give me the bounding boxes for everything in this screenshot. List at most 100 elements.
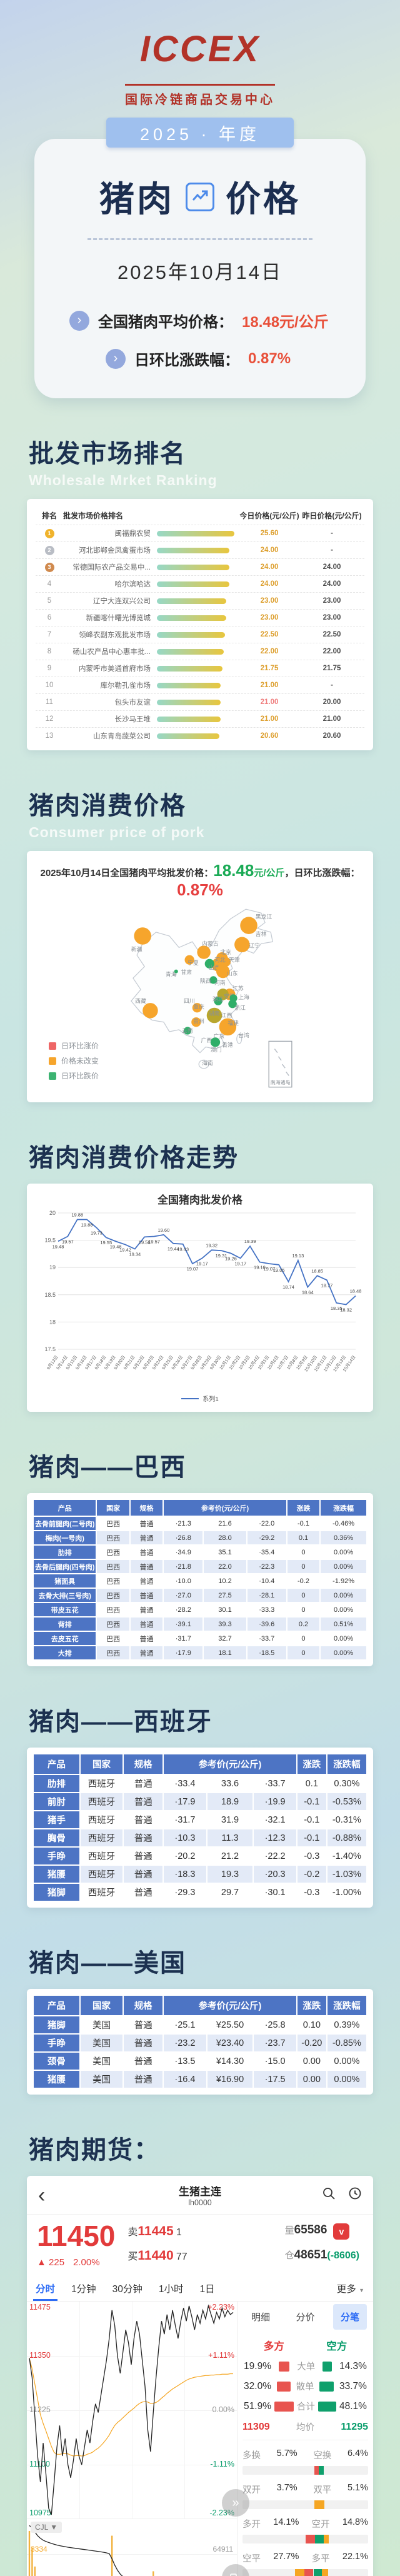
- value-cell: 0.00%: [326, 2070, 367, 2088]
- svg-text:18.64: 18.64: [302, 1290, 314, 1296]
- value-cell: -0.53%: [326, 1793, 367, 1811]
- value-cell: 巴西: [96, 1516, 130, 1531]
- search-icon[interactable]: [322, 2186, 336, 2203]
- today-price-cell: 21.00: [260, 698, 279, 706]
- table-row: 3 常德国际农产品交易中... 24.00 24.00: [36, 558, 364, 575]
- product-cell: 手睁: [33, 1847, 80, 1865]
- column-header: 国家: [96, 1499, 130, 1516]
- value-cell: 普通: [123, 2016, 164, 2034]
- today-price-cell: 21.00: [260, 682, 279, 689]
- rank-medal-icon: 2: [44, 545, 54, 555]
- cjl-dropdown[interactable]: CJL ▼: [31, 2522, 62, 2533]
- value-cell: ·15.0: [253, 2052, 297, 2070]
- value-cell: -0.88%: [326, 1829, 367, 1847]
- svg-text:19.48: 19.48: [110, 1244, 122, 1249]
- legend-swatch: [49, 1042, 56, 1050]
- svg-text:19.73: 19.73: [91, 1230, 102, 1236]
- value-cell: 0.10: [296, 2016, 327, 2034]
- column-header: 产品: [33, 1499, 97, 1516]
- expand-button[interactable]: »: [222, 2489, 249, 2517]
- value-cell: 普通: [129, 1646, 164, 1660]
- long-short-header: 多方 空方: [242, 2338, 368, 2353]
- svg-text:19.17: 19.17: [234, 1260, 246, 1266]
- clock-icon[interactable]: [348, 2186, 362, 2203]
- province-label: 陕西: [200, 977, 211, 984]
- price-bar: [157, 547, 230, 553]
- panel-tab-明细[interactable]: 明细: [251, 2312, 271, 2323]
- province-label: 吉林: [256, 930, 267, 937]
- province-label: 江苏: [232, 985, 244, 992]
- oi-change: (-8606): [327, 2250, 359, 2261]
- stat-bar-segment: [314, 2535, 324, 2544]
- value-cell: 巴西: [96, 1531, 130, 1545]
- value-cell: 西班牙: [79, 1829, 124, 1847]
- province-label: 内蒙古: [202, 940, 219, 947]
- value-cell: 0.30%: [326, 1774, 367, 1793]
- order-size-row: 51.9% 合计 48.1%: [242, 2400, 368, 2413]
- province-label: 广西: [201, 1037, 212, 1044]
- price-bar: [157, 665, 223, 672]
- value-cell: -0.1: [296, 1811, 327, 1829]
- short-bar: [318, 2401, 337, 2412]
- stat-bar-segment: [313, 2569, 322, 2576]
- value-cell: ·18.3: [163, 1865, 207, 1883]
- panel-tab-分价[interactable]: 分价: [296, 2312, 315, 2323]
- svg-text:19.88: 19.88: [71, 1212, 83, 1217]
- spain-price-table: 产品 国家 规格 参考价(元/公斤) 涨跌 涨跌幅 肋排 西班牙 普通 ·33.4 33.6·33.…: [33, 1754, 367, 1901]
- province-label: 新疆: [131, 946, 142, 953]
- table-row: 13 山东青岛蔬菜公司 20.60 20.60: [36, 727, 364, 744]
- product-cell: 梅肉(一号肉): [33, 1531, 97, 1545]
- value-cell: 美国: [79, 2034, 124, 2052]
- product-cell: 猪腰: [33, 1865, 80, 1883]
- stat-label: 多换: [242, 2451, 261, 2462]
- value-cell: ·21.3: [163, 1516, 204, 1531]
- open-interest-row: 仓48651(-8606): [284, 2248, 359, 2262]
- province-dot-重庆: [192, 1003, 202, 1013]
- price-bar-cell: [157, 646, 239, 658]
- china-map: 日环比涨价 价格未改变 日环比跌价 南海诸岛 新疆 西藏 青海 甘肃 宁夏 内蒙古 黑龙江 吉林 辽宁…: [38, 903, 362, 1095]
- value-cell: ·10.0: [163, 1574, 204, 1588]
- tab-分时[interactable]: 分时: [32, 2275, 58, 2302]
- more-dropdown[interactable]: 更多 ▼: [336, 2283, 364, 2295]
- rank-cell: 2: [36, 543, 63, 558]
- stat-label: 空开: [311, 2520, 330, 2530]
- value-cell: 0.2: [286, 1617, 321, 1631]
- table-row: 9 内蒙呼市美通首府市场 21.75 21.75: [36, 660, 364, 677]
- tab-1分钟[interactable]: 1分钟: [71, 2283, 96, 2295]
- value-cell: 普通: [129, 1516, 164, 1531]
- red-packet-icon[interactable]: v: [333, 2223, 350, 2240]
- value-cell: -0.20: [296, 2034, 327, 2052]
- value-cell: 0: [286, 1646, 321, 1660]
- price-bar-cell: [157, 595, 239, 607]
- product-cell: 猪脚: [33, 2016, 80, 2034]
- trend-line-chart: 17.5 18 18.5 19 19.5 20 19.48 19.57 19.88 19.88 19…: [37, 1207, 363, 1392]
- dod-value: 0.87%: [248, 350, 291, 367]
- futures-app-card: ‹ 生猪主连 lh0000 11450 ▲ 225 2.00% 卖11445 1…: [27, 2176, 373, 2576]
- province-label: 宁夏: [188, 959, 199, 966]
- landscape-button[interactable]: [222, 2564, 249, 2576]
- value-cell: 巴西: [96, 1545, 130, 1559]
- value-cell: ·28.2: [163, 1602, 204, 1617]
- svg-text:19.42: 19.42: [119, 1247, 131, 1253]
- tab-1日[interactable]: 1日: [199, 2283, 215, 2295]
- tab-30分钟[interactable]: 30分钟: [112, 2283, 142, 2295]
- long-avg: 11309: [242, 2421, 270, 2432]
- contract-titlebox: 生猪主连 lh0000: [27, 2183, 373, 2207]
- table-row: 7 领峰农副东观批发市场 22.50 22.50: [36, 626, 364, 643]
- svg-text:19.60: 19.60: [158, 1227, 170, 1233]
- tab-1小时[interactable]: 1小时: [158, 2283, 184, 2295]
- stat-label: 双平: [313, 2485, 332, 2496]
- today-price-cell: 24.00: [260, 580, 279, 588]
- value-cell: 0.51%: [320, 1617, 367, 1631]
- value-cell: ·33.3: [246, 1602, 287, 1617]
- value-cell: 巴西: [96, 1646, 130, 1660]
- panel-tab-分笔[interactable]: 分笔: [332, 2303, 367, 2330]
- value-cell: ¥25.50: [206, 2016, 254, 2034]
- short-bar: [322, 2361, 332, 2372]
- value-cell: ·25.1: [163, 2016, 207, 2034]
- table-row: 10 库尔勒孔雀市场 21.00 -: [36, 677, 364, 693]
- stat-bar-segment: [304, 2569, 314, 2576]
- value-cell: 0.1: [296, 1774, 327, 1793]
- province-label: 天津: [229, 957, 240, 963]
- back-button[interactable]: ‹: [38, 2183, 46, 2207]
